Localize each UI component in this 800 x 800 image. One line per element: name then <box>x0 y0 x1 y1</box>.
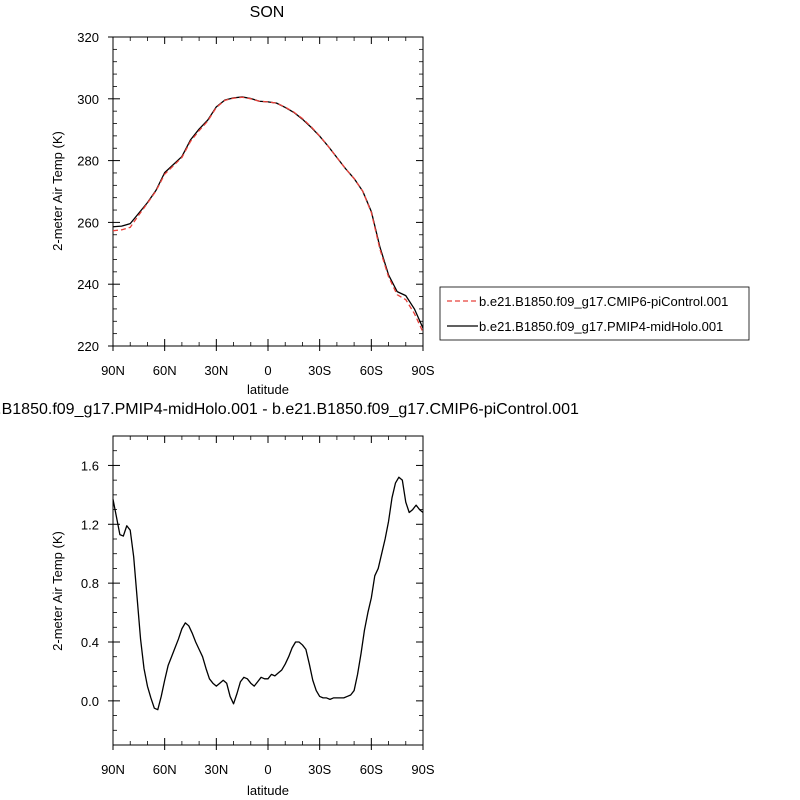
panel2-x-tick-label: 0 <box>264 762 271 777</box>
panel2-x-tick-label: 30S <box>308 762 331 777</box>
panel1-x-tick-label: 90S <box>411 363 434 378</box>
panel1-y-tick-label: 260 <box>77 215 99 230</box>
panel2-x-tick-label: 90N <box>101 762 125 777</box>
panel2-x-tick-label: 60S <box>360 762 383 777</box>
panel1-x-tick-label: 60N <box>153 363 177 378</box>
legend-box <box>439 286 750 341</box>
panel2-plot-frame <box>112 435 424 746</box>
panel2-x-tick-label: 30N <box>204 762 228 777</box>
panel1-y-tick-label: 280 <box>77 154 99 169</box>
panel2-series <box>112 476 424 711</box>
panel2-x-tick-label: 60N <box>153 762 177 777</box>
panel2-y-tick-labels: 0.0 0.4 0.8 1.2 1.6 <box>81 458 99 708</box>
panel1-series-line-1 <box>112 96 424 329</box>
panel1-x-tick-label: 30N <box>204 363 228 378</box>
panel1-x-tick-label: 60S <box>360 363 383 378</box>
panel1-y-tick-label: 320 <box>77 30 99 45</box>
panel2-y-tick-label: 0.8 <box>81 576 99 591</box>
legend: b.e21.B1850.f09_g17.CMIP6-piControl.001 … <box>439 286 750 341</box>
difference-panel: b.e21.B1850.f09_g17.PMIP4-midHolo.001 - … <box>0 401 579 798</box>
panel2-y-tick-label: 0.4 <box>81 635 99 650</box>
panel2-y-tick-label: 0.0 <box>81 694 99 709</box>
panel2-y-tick-label: 1.2 <box>81 517 99 532</box>
panel1-y-axis-label: 2-meter Air Temp (K) <box>50 131 65 251</box>
panel2-x-axis-label: latitude <box>247 783 289 798</box>
panel1-series-line-0 <box>112 96 424 333</box>
panel1-x-tick-label: 0 <box>264 363 271 378</box>
panel1-x-tick-label: 90N <box>101 363 125 378</box>
panel2-title: b.e21.B1850.f09_g17.PMIP4-midHolo.001 - … <box>0 401 579 418</box>
panel2-y-tick-label: 1.6 <box>81 458 99 473</box>
panel2-series-line-0 <box>112 476 424 711</box>
panel1-x-tick-labels: 90N 60N 30N 0 30S 60S 90S <box>101 363 435 378</box>
panel1-y-tick-label: 240 <box>77 277 99 292</box>
panel1-y-tick-label: 300 <box>77 92 99 107</box>
legend-label-midholo: b.e21.B1850.f09_g17.PMIP4-midHolo.001 <box>479 319 723 334</box>
legend-label-picontrol: b.e21.B1850.f09_g17.CMIP6-piControl.001 <box>479 294 728 309</box>
panel1-y-tick-labels: 220 240 260 280 300 320 <box>77 30 99 354</box>
panel2-x-tick-labels: 90N 60N 30N 0 30S 60S 90S <box>101 762 435 777</box>
panel1-x-axis-label: latitude <box>247 382 289 397</box>
panel2-x-tick-label: 90S <box>411 762 434 777</box>
panel2-y-axis-label: 2-meter Air Temp (K) <box>50 531 65 651</box>
panel1-ticks <box>108 36 424 351</box>
panel1-plot-frame <box>112 36 424 347</box>
panel1-y-tick-label: 220 <box>77 339 99 354</box>
panel1-x-tick-label: 30S <box>308 363 331 378</box>
panel2-ticks <box>108 435 424 750</box>
panel1-series <box>112 96 424 333</box>
panel1-title: SON <box>250 4 285 21</box>
